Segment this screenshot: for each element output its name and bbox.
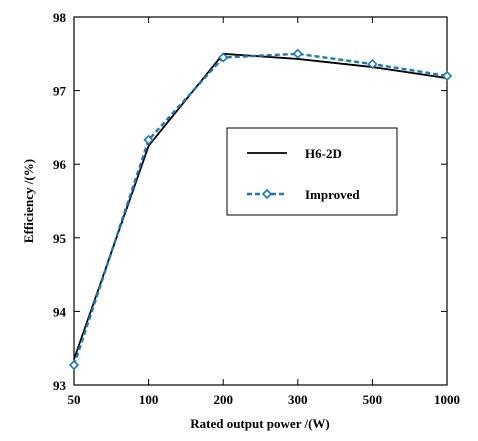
y-tick-label: 96 — [53, 157, 67, 172]
x-tick-label: 500 — [363, 392, 383, 407]
y-tick-label: 94 — [53, 304, 67, 319]
x-tick-label: 50 — [68, 392, 81, 407]
data-point-improved — [441, 70, 453, 82]
y-tick-label: 95 — [53, 231, 67, 246]
x-axis-ticks: 50 100 200 300 500 1000 — [68, 17, 460, 407]
legend-marker-improved — [261, 188, 273, 200]
y-axis-label: Efficiency /(%) — [21, 159, 36, 243]
x-axis-label: Rated output power /(W) — [190, 416, 330, 431]
legend-label-h6-2d: H6-2D — [305, 146, 342, 161]
y-tick-label: 97 — [53, 84, 67, 99]
data-point-improved — [218, 52, 229, 63]
legend: H6-2D Improved — [226, 127, 398, 216]
y-tick-label: 93 — [53, 378, 67, 393]
legend-box — [226, 127, 398, 216]
series-layer — [68, 48, 453, 371]
x-tick-label: 300 — [288, 392, 308, 407]
series-line-improved — [72, 52, 448, 366]
legend-label-improved: Improved — [305, 187, 360, 202]
data-point-improved — [292, 48, 303, 59]
y-tick-label: 98 — [53, 10, 67, 25]
y-axis-ticks: 93 94 95 96 97 98 — [53, 10, 447, 393]
data-point-improved — [143, 134, 154, 146]
x-tick-label: 1000 — [434, 392, 460, 407]
data-point-improved — [68, 359, 80, 371]
data-point-improved — [367, 58, 378, 70]
x-tick-label: 100 — [139, 392, 159, 407]
x-tick-label: 200 — [213, 392, 233, 407]
plot-area-frame — [73, 16, 448, 386]
